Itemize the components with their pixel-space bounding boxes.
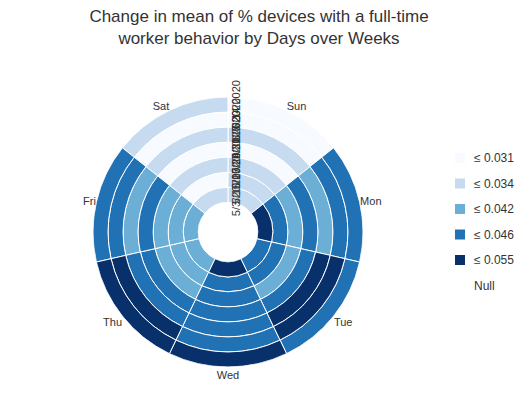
svg-text:Change in mean of % devices wi: Change in mean of % devices with a full-… xyxy=(89,7,428,48)
svg-text:5/17/2020: 5/17/2020 xyxy=(230,140,242,189)
svg-text:Sun: Sun xyxy=(287,100,307,112)
svg-text:≤ 0.042: ≤ 0.042 xyxy=(474,202,514,216)
svg-text:Tue: Tue xyxy=(334,316,353,328)
svg-text:≤ 0.031: ≤ 0.031 xyxy=(474,151,514,165)
svg-text:Sat: Sat xyxy=(153,100,170,112)
svg-text:Thu: Thu xyxy=(103,316,122,328)
svg-text:5/31/2020: 5/31/2020 xyxy=(230,110,242,159)
svg-text:≤ 0.046: ≤ 0.046 xyxy=(474,228,514,242)
svg-text:Fri: Fri xyxy=(83,195,96,207)
svg-text:5/10/2020: 5/10/2020 xyxy=(230,155,242,204)
svg-text:Wed: Wed xyxy=(217,369,239,381)
svg-text:6/7/2020: 6/7/2020 xyxy=(230,98,242,141)
svg-text:5/3/2020: 5/3/2020 xyxy=(230,173,242,216)
svg-text:6/14/2020: 6/14/2020 xyxy=(230,80,242,129)
svg-text:Null: Null xyxy=(474,279,495,293)
svg-text:Mon: Mon xyxy=(360,195,381,207)
svg-text:≤ 0.034: ≤ 0.034 xyxy=(474,177,514,191)
svg-text:5/24/2020: 5/24/2020 xyxy=(230,125,242,174)
svg-text:≤ 0.055: ≤ 0.055 xyxy=(474,253,514,267)
